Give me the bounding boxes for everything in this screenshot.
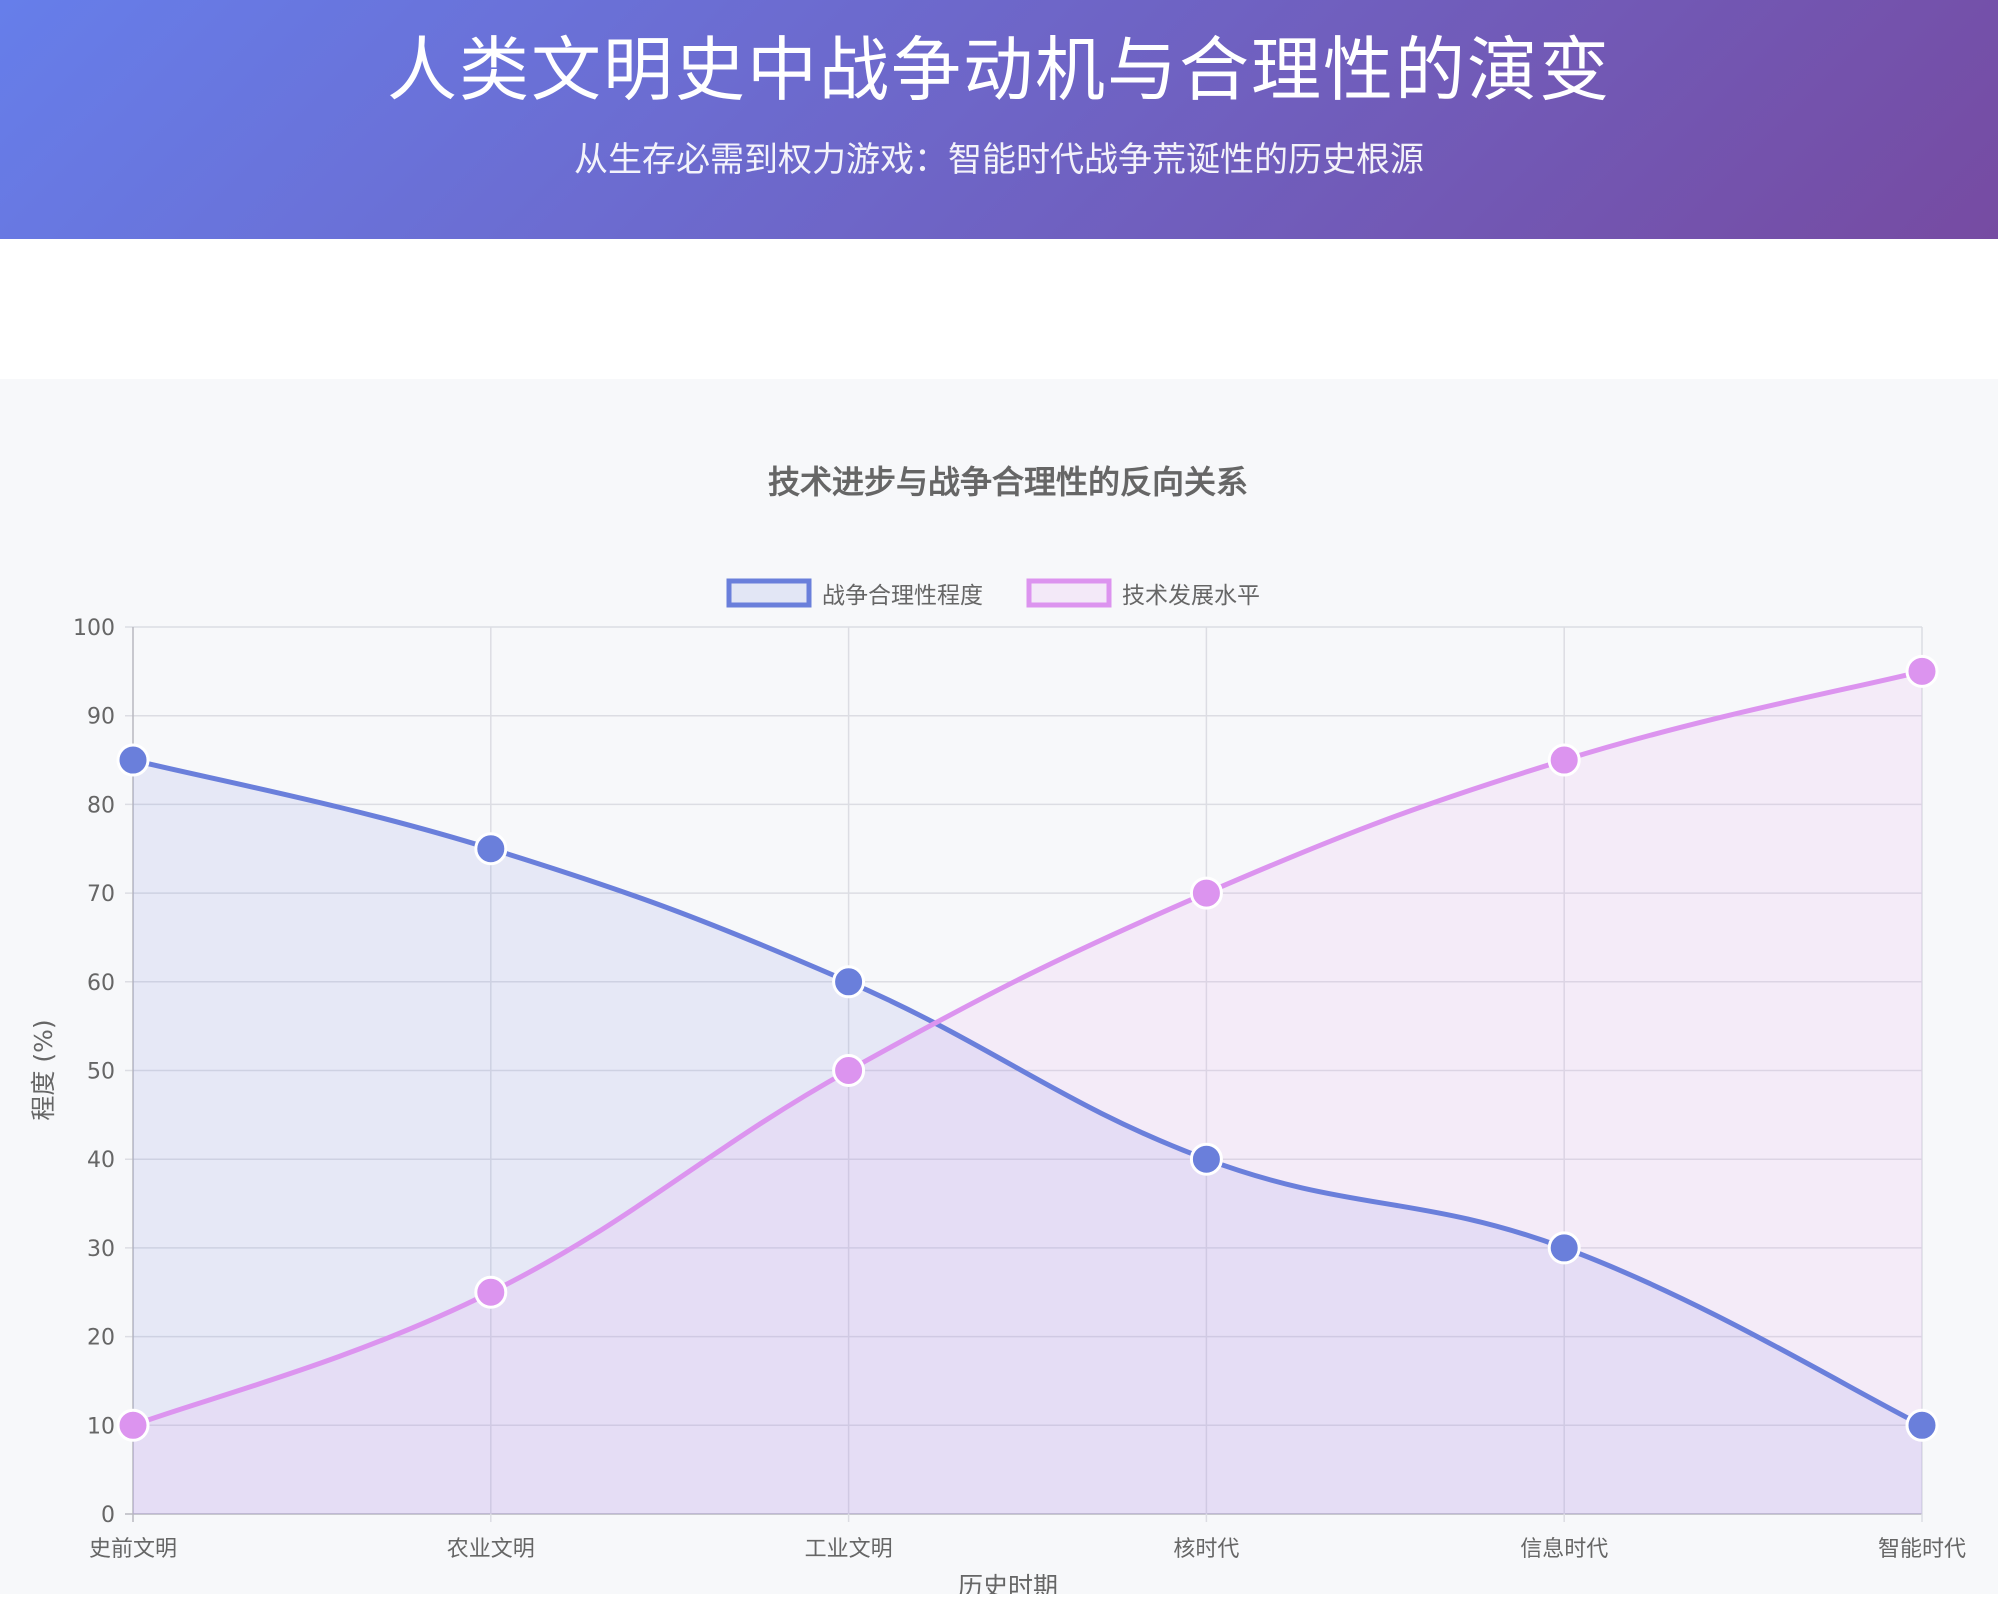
legend-swatch-series-2	[1026, 578, 1112, 608]
page-title: 人类文明史中战争动机与合理性的演变	[387, 29, 1611, 111]
series-1-point[interactable]	[1547, 1231, 1581, 1265]
legend: 战争合理性程度 技术发展水平	[726, 578, 1260, 609]
series-2-line	[132, 668, 1923, 1428]
y-tick-label: 70	[87, 882, 115, 907]
series-2-point[interactable]	[1547, 743, 1581, 777]
y-tick-label: 90	[87, 705, 115, 730]
page-subtitle: 从生存必需到权力游戏：智能时代战争荒诞性的历史根源	[574, 140, 1424, 180]
series-2-point[interactable]	[832, 1054, 866, 1087]
y-tick-label: 100	[73, 616, 115, 641]
series-2-area	[133, 671, 1922, 1514]
y-tick-label: 40	[87, 1148, 115, 1173]
x-tick-label: 史前文明	[89, 1537, 177, 1562]
y-tick-label: 80	[87, 793, 115, 818]
y-tick-label: 20	[87, 1326, 115, 1351]
line-chart: 技术进步与战争合理性的反向关系 战争合理性程度 技术发展水平 0 10 20 30 40…	[29, 463, 1966, 1598]
series-1-area	[133, 760, 1922, 1514]
series-1-point[interactable]	[1905, 1408, 1939, 1442]
series-areas	[133, 671, 1922, 1514]
series-1-point[interactable]	[474, 832, 508, 866]
y-tick-label: 60	[87, 971, 115, 996]
series-1-point[interactable]	[1189, 1142, 1223, 1176]
series-1-line	[132, 757, 1924, 1428]
x-axis-ticks: 史前文明 农业文明 工业文明 核时代 信息时代 智能时代	[89, 1537, 1966, 1562]
x-tick-label: 信息时代	[1520, 1537, 1608, 1562]
x-axis-label: 历史时期	[958, 1572, 1058, 1594]
series-2-point[interactable]	[1189, 876, 1223, 910]
series-lines	[132, 668, 1924, 1428]
legend-label-series-1: 战争合理性程度	[822, 583, 983, 609]
series-1-point[interactable]	[116, 743, 150, 777]
series-2-point[interactable]	[1905, 654, 1939, 688]
legend-item-series-1[interactable]: 战争合理性程度	[726, 578, 983, 609]
y-tick-label: 0	[101, 1503, 115, 1528]
series-2-point[interactable]	[474, 1275, 508, 1309]
y-tick-label: 10	[87, 1414, 115, 1439]
x-tick-label: 核时代	[1173, 1537, 1239, 1562]
y-tick-label: 30	[87, 1237, 115, 1262]
series-points	[116, 654, 1939, 1442]
legend-swatch-series-1	[726, 578, 812, 608]
x-tick-label: 工业文明	[805, 1537, 893, 1562]
spacer	[0, 239, 1998, 379]
chart-section: 技术进步与战争合理性的反向关系 战争合理性程度 技术发展水平 0 10 20 30 40…	[0, 379, 1998, 1598]
x-tick-label: 智能时代	[1878, 1537, 1966, 1562]
series-1-point[interactable]	[832, 965, 866, 999]
y-tick-label: 50	[87, 1060, 115, 1085]
y-axis-ticks: 0 10 20 30 40 50 60 70 80 90 100	[73, 616, 115, 1528]
y-axis-label: 程度 (%)	[29, 1019, 58, 1120]
chart-title: 技术进步与战争合理性的反向关系	[768, 463, 1248, 501]
x-tick-label: 农业文明	[447, 1537, 535, 1562]
legend-label-series-2: 技术发展水平	[1122, 583, 1260, 609]
page-header: 人类文明史中战争动机与合理性的演变 从生存必需到权力游戏：智能时代战争荒诞性的历…	[0, 0, 1998, 239]
series-2-point[interactable]	[116, 1408, 150, 1442]
legend-item-series-2[interactable]: 技术发展水平	[1026, 578, 1260, 609]
